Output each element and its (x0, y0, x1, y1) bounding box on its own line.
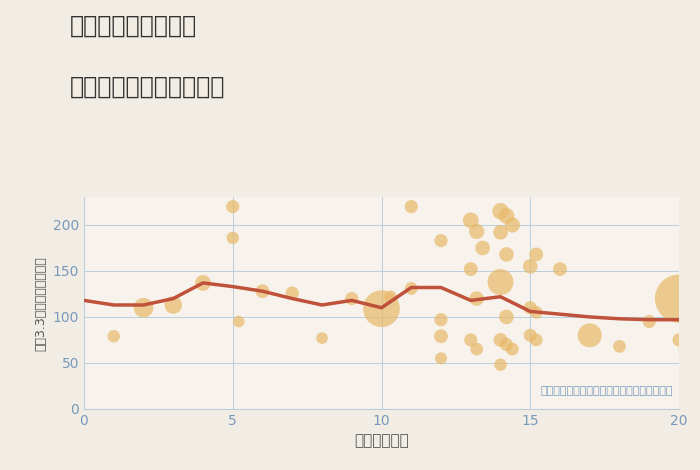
Point (644, 318, 655, 325)
Point (465, 217, 476, 224)
Text: 円の大きさは、取引のあった物件面積を示す: 円の大きさは、取引のあった物件面積を示す (540, 386, 673, 396)
Point (471, 295, 482, 302)
Point (406, 285, 417, 292)
Point (257, 288, 268, 295)
Point (554, 266, 566, 273)
Point (531, 336, 542, 344)
Point (108, 332, 119, 340)
Point (531, 251, 542, 258)
Point (679, 316, 690, 323)
Point (471, 345, 482, 353)
Point (435, 316, 447, 323)
Point (525, 304, 536, 312)
Point (495, 336, 506, 344)
Point (168, 301, 179, 309)
Point (531, 309, 542, 316)
Point (507, 221, 518, 229)
Point (495, 207, 506, 215)
Point (501, 212, 512, 219)
Point (465, 266, 476, 273)
Point (227, 234, 238, 242)
Text: 駅距離別中古戸建て価格: 駅距離別中古戸建て価格 (70, 75, 225, 99)
Point (501, 251, 512, 258)
Point (525, 263, 536, 270)
Point (233, 318, 244, 325)
Point (477, 244, 489, 252)
Point (435, 237, 447, 244)
Point (197, 279, 209, 287)
Point (471, 227, 482, 235)
Point (316, 334, 328, 342)
Point (227, 203, 238, 211)
Point (614, 343, 625, 350)
Point (584, 331, 595, 339)
Point (495, 228, 506, 236)
Point (501, 313, 512, 321)
Point (287, 289, 298, 297)
X-axis label: 駅距離（分）: 駅距離（分） (354, 433, 409, 448)
Point (385, 293, 396, 300)
Y-axis label: 坪（3.3㎡）単価（万円）: 坪（3.3㎡）単価（万円） (34, 256, 47, 351)
Point (138, 304, 149, 312)
Point (673, 336, 685, 344)
Text: 奈良県奈良市朱雀の: 奈良県奈良市朱雀の (70, 14, 197, 38)
Point (376, 305, 387, 313)
Point (495, 278, 506, 286)
Point (525, 331, 536, 339)
Point (679, 345, 690, 353)
Point (495, 361, 506, 368)
Point (501, 341, 512, 348)
Point (435, 332, 447, 340)
Point (507, 345, 518, 353)
Point (465, 336, 476, 344)
Point (673, 295, 685, 302)
Point (435, 354, 447, 362)
Point (406, 203, 417, 211)
Point (346, 295, 357, 302)
